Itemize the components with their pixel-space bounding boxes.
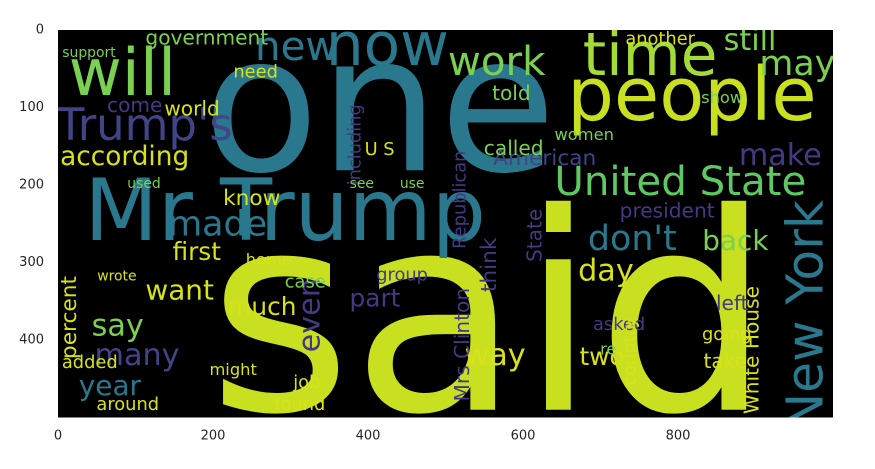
word: work — [448, 38, 546, 85]
word: come — [107, 93, 162, 117]
word: many — [95, 338, 180, 373]
word: including — [344, 104, 365, 185]
word: year — [79, 369, 142, 402]
word: two — [579, 342, 624, 371]
word: going — [702, 324, 752, 345]
word: still — [724, 23, 777, 58]
word: need — [233, 61, 278, 82]
word: New York — [776, 199, 835, 430]
word: world — [164, 96, 219, 120]
word: use — [400, 176, 425, 192]
word: re — [600, 340, 616, 359]
word: percent — [57, 276, 82, 359]
word: group — [376, 264, 428, 285]
word: support — [62, 45, 116, 61]
word: don't — [588, 219, 677, 259]
word: called — [484, 136, 544, 160]
word: found — [274, 394, 325, 415]
word: wrote — [97, 268, 136, 284]
word: United State — [554, 158, 806, 205]
word: make — [739, 138, 822, 173]
word: take — [703, 349, 747, 373]
word: know — [223, 186, 280, 211]
image-background — [58, 30, 833, 418]
word: used — [127, 176, 161, 192]
word: added — [62, 352, 118, 373]
word: left — [716, 291, 749, 315]
word: new — [255, 23, 338, 70]
word: Mrs Clinton — [450, 288, 474, 402]
word: country — [619, 317, 640, 386]
x-tick-label: 400 — [356, 429, 381, 444]
x-tick-label: 800 — [666, 429, 691, 444]
word: first — [172, 237, 221, 266]
word: even — [292, 278, 327, 352]
word: want — [145, 274, 214, 307]
word: now — [326, 11, 449, 80]
word: day — [578, 253, 634, 288]
word: say — [92, 308, 144, 343]
word: State — [523, 209, 547, 262]
word: much — [227, 292, 296, 321]
word: one — [203, 0, 556, 215]
word: way — [465, 338, 526, 373]
word: people — [567, 53, 817, 138]
word: home — [246, 250, 292, 269]
y-tick-label: 300 — [19, 255, 44, 270]
word: government — [145, 26, 268, 50]
word: around — [96, 394, 159, 415]
word: another — [625, 29, 695, 50]
word: according — [60, 142, 189, 172]
word: Mr Trump — [84, 162, 485, 261]
word: time — [583, 21, 718, 90]
x-tick-label: 200 — [201, 429, 226, 444]
word: women — [555, 125, 614, 144]
y-tick-label: 400 — [19, 333, 44, 348]
word: job — [292, 372, 320, 393]
word: asked — [593, 314, 645, 335]
word: show — [701, 88, 743, 107]
word: think — [477, 237, 502, 292]
word: Trump's — [56, 98, 233, 151]
word: part — [350, 284, 401, 313]
y-tick-label: 0 — [36, 23, 44, 38]
word: will — [69, 36, 177, 111]
y-tick-label: 100 — [19, 100, 44, 115]
word: told — [492, 81, 531, 105]
word: see — [350, 176, 374, 192]
word: White House — [740, 286, 764, 414]
word: back — [702, 224, 769, 257]
x-tick-label: 0 — [54, 429, 62, 444]
word: may — [759, 44, 835, 84]
word: made — [168, 204, 267, 244]
word: American — [493, 146, 596, 171]
word: might — [209, 360, 256, 379]
word: case — [285, 271, 326, 292]
y-tick-label: 200 — [19, 178, 44, 193]
word: U S — [365, 139, 395, 160]
word: Republican — [450, 151, 471, 249]
x-tick-label: 600 — [511, 429, 536, 444]
word: president — [620, 199, 715, 223]
word: said — [208, 155, 771, 469]
